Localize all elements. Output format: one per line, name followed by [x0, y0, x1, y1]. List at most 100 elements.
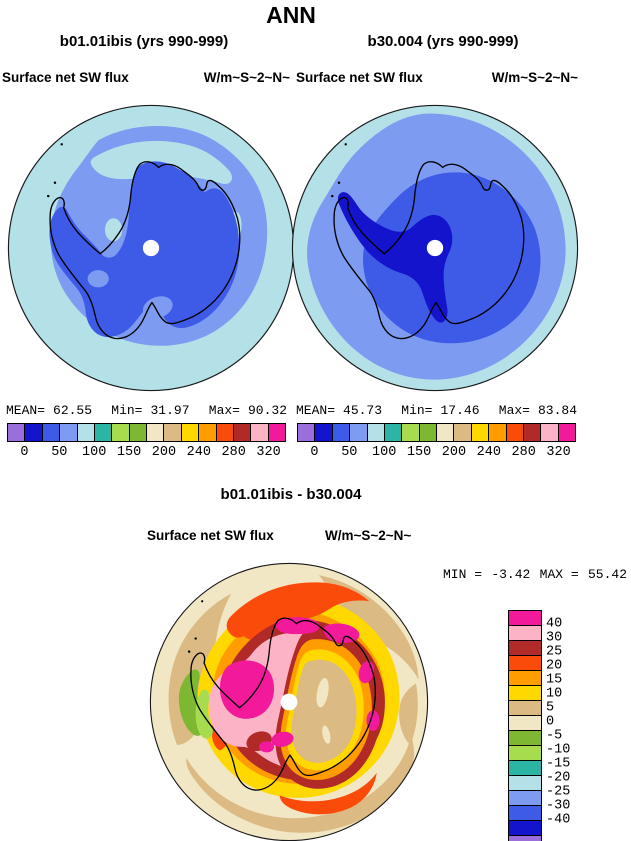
panel1-units-label: W/m~S~2~N~	[203, 70, 290, 85]
map-outline	[291, 104, 579, 392]
panel2-subtitle: b30.004 (yrs 990-999)	[367, 33, 519, 50]
colorbar-segment	[437, 424, 455, 441]
colorbar-tick-label: 200	[151, 445, 177, 460]
contour-fill-25-50	[337, 192, 453, 323]
colorbar-segment	[42, 424, 61, 441]
panel1-max: Max= 90.32	[208, 403, 287, 418]
colorbar-segment	[509, 671, 541, 686]
colorbar-segment	[509, 626, 541, 641]
contour-fill-over-40-low-b	[259, 741, 275, 753]
colorbar-tick-label: 280	[221, 445, 246, 460]
colorbar-segment	[367, 424, 385, 441]
colorbar-segment	[489, 424, 507, 441]
colorbar-segment	[384, 424, 403, 441]
map-b01-01ibis	[7, 104, 295, 392]
diff-units-label: W/m~S~2~N~	[325, 528, 412, 543]
colorbar-tick-label: 150	[406, 445, 432, 460]
colorbar-segment	[402, 424, 420, 441]
colorbar-boundary-label: -20	[546, 770, 571, 786]
colorbar-tick-label: 280	[511, 445, 536, 460]
panel2-units-label: W/m~S~2~N~	[491, 70, 578, 85]
colorbar-boundary-label: 0	[546, 714, 555, 730]
colorbar-segment	[251, 424, 269, 441]
colorbar-segment	[298, 424, 316, 441]
colorbar-tick-label: 100	[372, 445, 397, 460]
map-difference	[149, 562, 429, 841]
colorbar-segment	[199, 424, 217, 441]
colorbar-segment	[419, 424, 437, 441]
colorbar-tick-label: 100	[82, 445, 107, 460]
colorbar-segment	[25, 424, 43, 441]
colorbar-segment	[509, 761, 541, 776]
map-b30-004	[291, 104, 579, 392]
colorbar-segment	[454, 424, 472, 441]
diff-field-label: Surface net SW flux	[147, 528, 274, 543]
colorbar-segment	[8, 424, 26, 441]
pole-hole	[142, 239, 160, 257]
diff-minmax-row: MIN = -3.42 MAX = 55.42	[443, 567, 627, 582]
colorbar-segment	[558, 424, 575, 441]
colorbar-segment	[509, 701, 541, 716]
panel1-stats-row: MEAN= 62.55 Min= 31.97 Max= 90.32	[6, 403, 287, 418]
contour-fill-over-40-low-a	[271, 731, 294, 747]
colorbar-boundary-label: 25	[546, 644, 563, 660]
contour-fill-west-patch	[87, 270, 109, 288]
diff-title: b01.01ibis - b30.004	[220, 486, 362, 503]
colorbar-segment	[471, 424, 490, 441]
colorbar-segment	[164, 424, 182, 441]
colorbar-tick-label: 320	[256, 445, 281, 460]
panel2-min: Min= 17.46	[401, 403, 480, 418]
colorbar-segment	[77, 424, 95, 441]
panel2-colorbar	[297, 423, 576, 442]
colorbar-tick-label: 50	[341, 445, 358, 460]
colorbar-boundary-label: -40	[546, 812, 571, 828]
colorbar-tick-label: 50	[51, 445, 68, 460]
colorbar-segment	[233, 424, 252, 441]
colorbar-segment	[523, 424, 542, 441]
colorbar-segment	[94, 424, 113, 441]
colorbar-tick-label: 240	[476, 445, 501, 460]
diff-colorbar-labels: 40 30 25 20 15 10 5 0 -5 -10 -15 -20 -25 -30 -40	[546, 610, 586, 834]
contour-fill-5-10-right	[399, 683, 418, 745]
colorbar-boundary-label: 10	[546, 686, 563, 702]
colorbar-boundary-label: 5	[546, 700, 555, 716]
contour-fill-neg10-neg5-green	[195, 689, 213, 739]
contour-fill-50-75	[363, 172, 541, 344]
contour-fill-0-5-patch-a	[316, 677, 329, 708]
colorbar-boundary-label: 40	[546, 616, 563, 632]
contour-fill-0-5-patch-b	[322, 725, 331, 744]
contour-fill-ross-patch	[142, 296, 173, 319]
colorbar-boundary-label: 15	[546, 672, 563, 688]
pole-hole	[426, 239, 444, 257]
contour-fill-pale-patch-left	[104, 218, 123, 242]
colorbar-segment	[268, 424, 285, 441]
colorbar-segment	[509, 806, 541, 821]
colorbar-boundary-label: -30	[546, 798, 571, 814]
colorbar-segment	[509, 716, 541, 731]
colorbar-tick-label: 0	[20, 445, 29, 460]
colorbar-segment	[541, 424, 559, 441]
panel1-mean: MEAN= 62.55	[6, 403, 93, 418]
diff-max-value: 55.42	[587, 567, 627, 582]
colorbar-segment	[509, 776, 541, 791]
contour-fill-5-10-center	[291, 659, 357, 763]
panel1-min: Min= 31.97	[111, 403, 190, 418]
panel1-colorbar	[7, 423, 286, 442]
colorbar-segment	[60, 424, 78, 441]
colorbar-boundary-label: 20	[546, 658, 563, 674]
panel1-field-label: Surface net SW flux	[2, 70, 129, 85]
colorbar-boundary-label: -15	[546, 756, 571, 772]
figure-title: ANN	[266, 2, 316, 28]
colorbar-segment	[509, 821, 541, 836]
colorbar-boundary-label: -25	[546, 784, 571, 800]
colorbar-segment	[506, 424, 524, 441]
colorbar-boundary-label: -5	[546, 728, 563, 744]
colorbar-segment	[332, 424, 351, 441]
diff-min-label: MIN =	[443, 567, 483, 582]
colorbar-segment	[509, 836, 541, 841]
colorbar-segment	[509, 686, 541, 701]
colorbar-segment	[129, 424, 147, 441]
panel2-max: Max= 83.84	[498, 403, 577, 418]
colorbar-segment	[147, 424, 165, 441]
